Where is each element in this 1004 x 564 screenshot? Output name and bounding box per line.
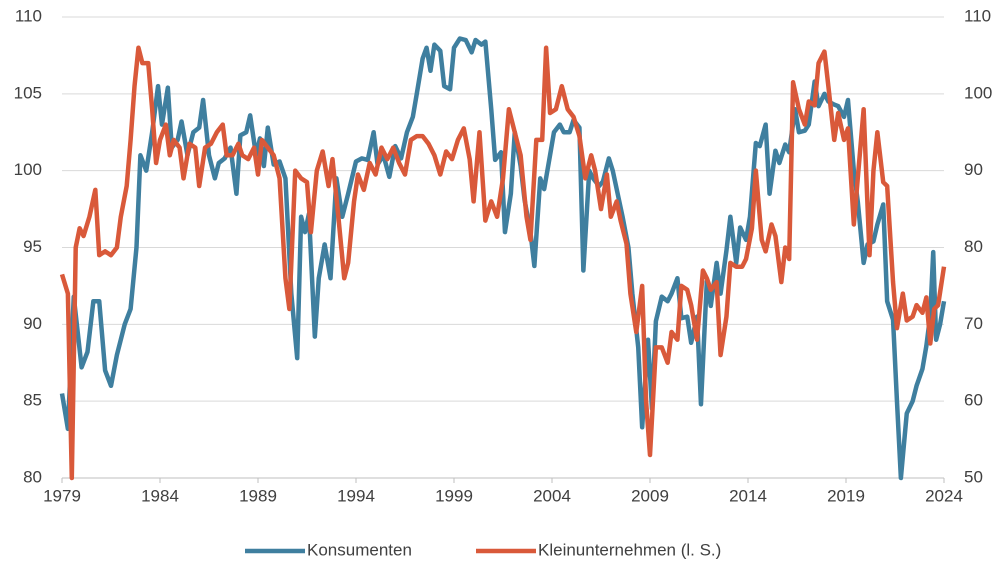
legend-label: Kleinunternehmen (l. S.) <box>538 540 721 559</box>
y-tick-label: 85 <box>23 391 42 410</box>
x-tick-label: 1994 <box>337 486 375 505</box>
y2-tick-label: 110 <box>964 6 991 25</box>
y2-tick-label: 60 <box>964 391 983 410</box>
y-tick-label: 80 <box>23 467 42 486</box>
x-tick-label: 2014 <box>729 486 767 505</box>
x-tick-label: 1979 <box>43 486 81 505</box>
y-tick-label: 90 <box>23 314 42 333</box>
legend-label: Konsumenten <box>307 540 412 559</box>
x-tick-label: 1989 <box>239 486 277 505</box>
x-tick-label: 2009 <box>631 486 669 505</box>
y-tick-label: 95 <box>23 237 42 256</box>
y-tick-label: 100 <box>14 160 42 179</box>
y2-tick-label: 70 <box>964 314 983 333</box>
data-line <box>59 45 947 481</box>
x-tick-label: 2004 <box>533 486 571 505</box>
y2-tick-label: 100 <box>964 83 992 102</box>
y2-tick-label: 50 <box>964 467 983 486</box>
y2-tick-label: 80 <box>964 237 983 256</box>
y-tick-label: 105 <box>14 83 42 102</box>
x-tick-label: 2024 <box>925 486 963 505</box>
x-tick-label: 2019 <box>827 486 865 505</box>
y2-tick-label: 90 <box>964 160 983 179</box>
y-tick-label: 110 <box>15 6 42 25</box>
x-tick-label: 1999 <box>435 486 473 505</box>
x-tick-label: 1984 <box>141 486 179 505</box>
